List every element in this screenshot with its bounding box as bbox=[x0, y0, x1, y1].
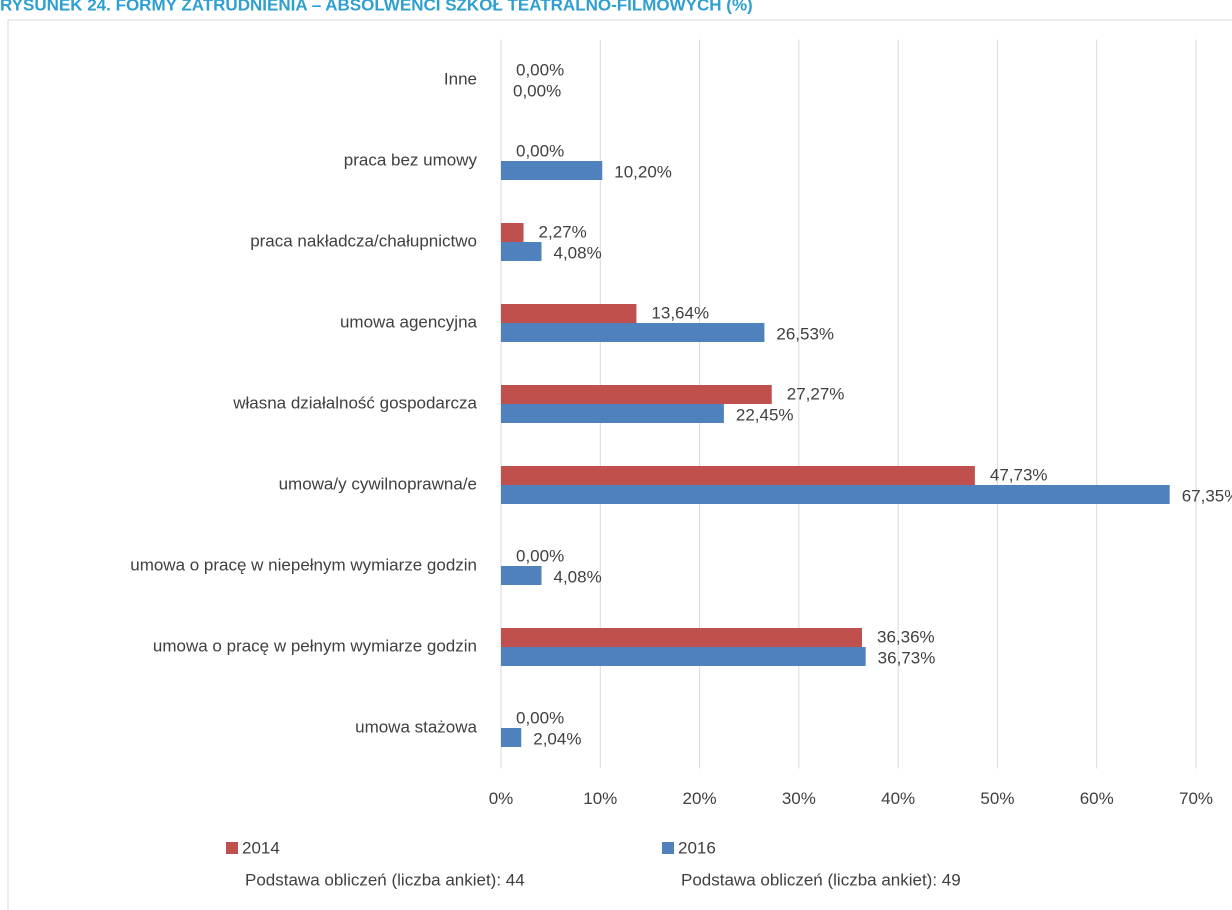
x-tick-label: 20% bbox=[683, 789, 717, 808]
bar bbox=[501, 485, 1170, 504]
data-label: 2,27% bbox=[539, 222, 587, 241]
data-label: 47,73% bbox=[990, 465, 1048, 484]
data-label: 0,00% bbox=[516, 708, 564, 727]
bar bbox=[501, 242, 542, 261]
data-label: 67,35% bbox=[1182, 486, 1232, 505]
y-tick-label: umowa o pracę w pełnym wymiarze godzin bbox=[153, 636, 477, 655]
data-label: 0,00% bbox=[516, 141, 564, 160]
data-label: 0,00% bbox=[516, 60, 564, 79]
chart-border bbox=[7, 19, 1232, 910]
data-label: 0,00% bbox=[516, 546, 564, 565]
bar bbox=[501, 566, 542, 585]
x-tick-label: 70% bbox=[1179, 789, 1213, 808]
legend-label: 2014 bbox=[242, 838, 280, 857]
legend-swatch bbox=[226, 842, 238, 854]
bar bbox=[501, 628, 863, 647]
y-tick-label: umowa stażowa bbox=[355, 717, 477, 736]
y-tick-label: umowa agencyjna bbox=[340, 312, 478, 331]
data-label: 36,36% bbox=[877, 627, 935, 646]
x-tick-label: 50% bbox=[980, 789, 1014, 808]
bar bbox=[501, 161, 603, 180]
y-tick-label: umowa o pracę w niepełnym wymiarze godzi… bbox=[130, 555, 477, 574]
x-tick-label: 30% bbox=[782, 789, 816, 808]
chart-title: RYSUNEK 24. FORMY ZATRUDNIENIA – ABSOLWE… bbox=[0, 0, 753, 14]
x-tick-label: 0% bbox=[489, 789, 514, 808]
bar bbox=[501, 647, 866, 666]
legend-swatch bbox=[662, 842, 674, 854]
data-label: 4,08% bbox=[554, 243, 602, 262]
data-label: 22,45% bbox=[736, 405, 794, 424]
bar bbox=[501, 323, 765, 342]
data-label: 26,53% bbox=[776, 324, 834, 343]
y-tick-label: Inne bbox=[444, 69, 477, 88]
data-label: 10,20% bbox=[614, 162, 672, 181]
y-tick-label: umowa/y cywilnoprawna/e bbox=[279, 474, 477, 493]
bar bbox=[501, 404, 724, 423]
data-label: 4,08% bbox=[554, 567, 602, 586]
x-tick-label: 40% bbox=[881, 789, 915, 808]
y-tick-label: praca bez umowy bbox=[344, 150, 478, 169]
y-tick-label: własna działalność gospodarcza bbox=[232, 393, 477, 412]
legend-note: Podstawa obliczeń (liczba ankiet): 49 bbox=[681, 870, 961, 889]
bar bbox=[501, 223, 524, 242]
legend-label: 2016 bbox=[678, 838, 716, 857]
data-label: 2,04% bbox=[533, 729, 581, 748]
data-label: 36,73% bbox=[878, 648, 936, 667]
bar bbox=[501, 385, 772, 404]
data-label: 13,64% bbox=[651, 303, 709, 322]
bar bbox=[501, 466, 975, 485]
x-tick-label: 60% bbox=[1080, 789, 1114, 808]
x-tick-label: 10% bbox=[583, 789, 617, 808]
data-label: 27,27% bbox=[787, 384, 845, 403]
bar bbox=[501, 304, 637, 323]
y-tick-label: praca nakładcza/chałupnictwo bbox=[250, 231, 477, 250]
data-label: 0,00% bbox=[513, 81, 561, 100]
legend-note: Podstawa obliczeń (liczba ankiet): 44 bbox=[245, 870, 525, 889]
bar bbox=[501, 728, 522, 747]
